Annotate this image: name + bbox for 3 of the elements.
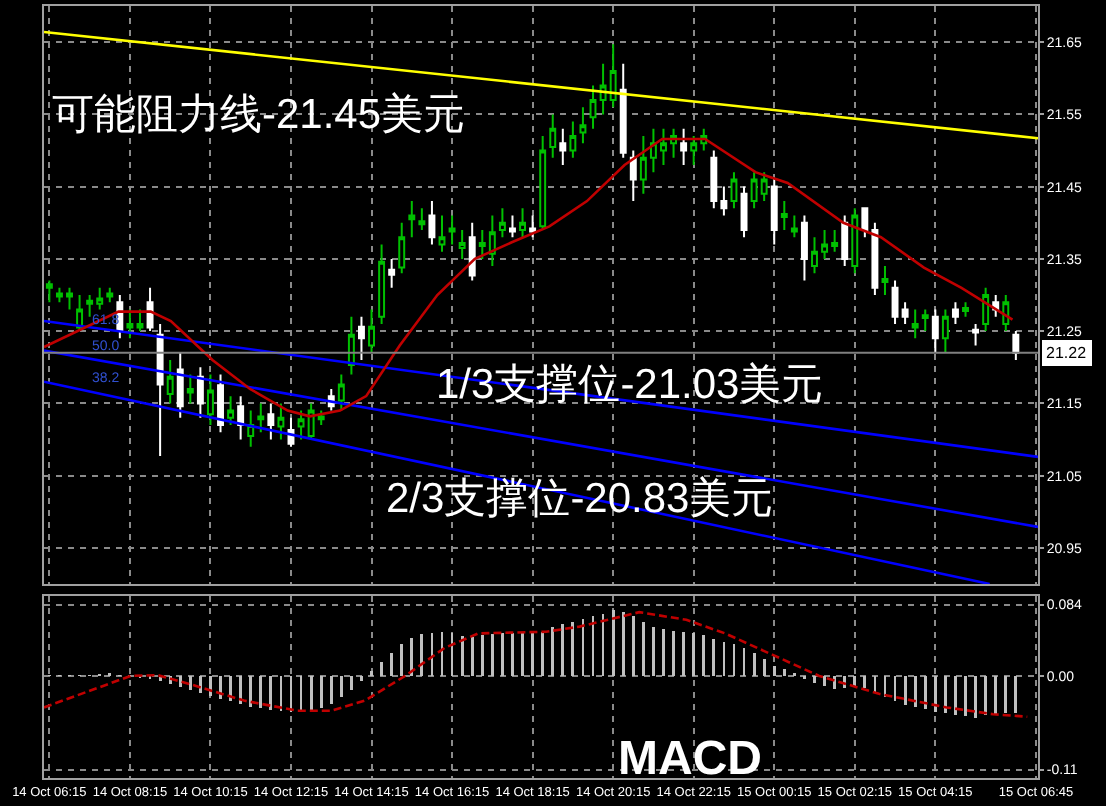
annotation: MACD [618,732,762,786]
ref-line-label: 21.22 [1046,344,1088,362]
annotation: 可能阻力线-21.45美元 [52,92,466,138]
